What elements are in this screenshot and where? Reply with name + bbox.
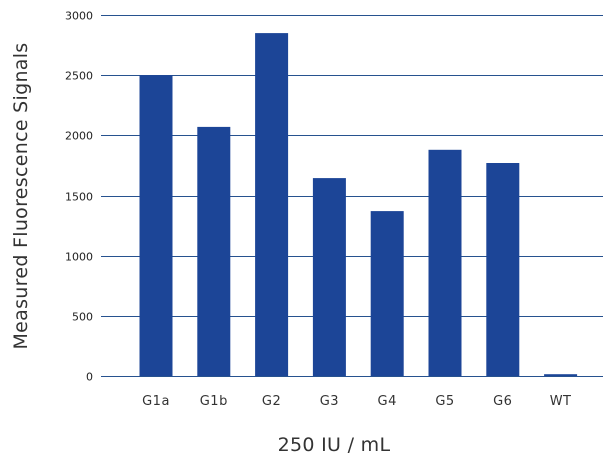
bar-g2: [255, 33, 289, 376]
x-tick-label: WT: [550, 394, 572, 409]
bars: [139, 33, 578, 377]
x-tick-labels: G1a G1b G2 G3 G4 G5 G6 WT: [142, 394, 571, 409]
bar-g5: [428, 149, 462, 376]
y-tick-label: 3000: [65, 10, 93, 23]
x-tick-label: G1a: [142, 394, 170, 409]
x-tick-label: G5: [435, 394, 454, 409]
x-tick-label: G4: [378, 394, 397, 409]
y-tick-label: 1500: [65, 191, 93, 204]
bar-g3: [312, 178, 346, 376]
x-tick-label: G3: [320, 394, 339, 409]
y-tick-label: 0: [86, 371, 93, 384]
bar-g1a: [139, 75, 173, 376]
y-tick-labels: 0 500 1000 1500 2000 2500 3000: [65, 10, 93, 384]
bar-wt: [544, 374, 578, 376]
bar-g4: [370, 211, 404, 376]
y-tick-label: 500: [72, 311, 93, 324]
gridlines: [101, 15, 603, 377]
x-tick-label: G6: [493, 394, 512, 409]
y-axis-title: Measured Fluorescence Signals: [10, 42, 32, 349]
y-tick-label: 2500: [65, 70, 93, 83]
bar-g6: [486, 163, 520, 376]
x-tick-label: G2: [262, 394, 281, 409]
y-tick-label: 2000: [65, 130, 93, 143]
x-axis-title: 250 IU / mL: [278, 434, 391, 456]
y-tick-label: 1000: [65, 251, 93, 264]
x-tick-label: G1b: [200, 394, 228, 409]
bar-g1b: [197, 126, 231, 377]
